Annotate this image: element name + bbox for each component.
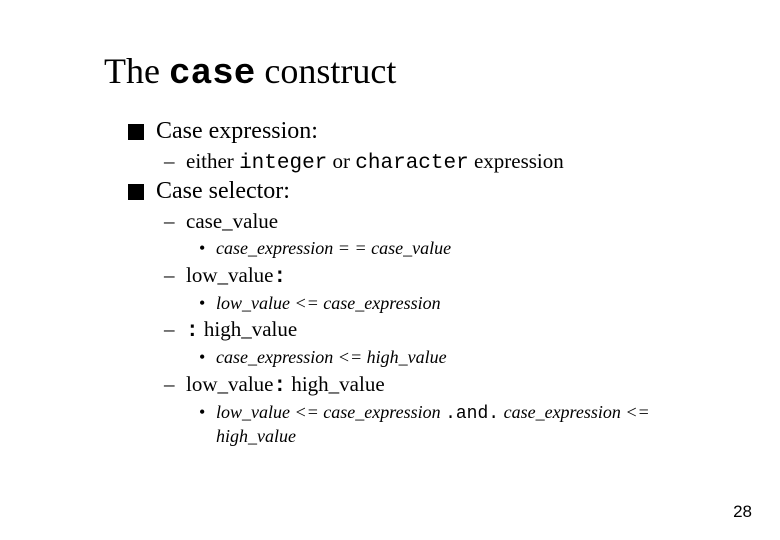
l2-range-high: high_value bbox=[286, 372, 385, 396]
level2-list-low: low_value: bbox=[164, 263, 780, 289]
slide: The case construct Case expression: eith… bbox=[0, 0, 780, 540]
l2-range-low: low_value bbox=[186, 372, 273, 396]
l2-either-kw1: integer bbox=[239, 152, 327, 175]
l3-low-expr: low_value <= case_expression bbox=[196, 292, 696, 315]
l2-high-colon: : bbox=[186, 320, 199, 343]
level1-list: Case expression: bbox=[128, 118, 780, 145]
l2-high-value: : high_value bbox=[164, 317, 780, 343]
l2-low-colon: : bbox=[273, 266, 286, 289]
l2-high-label: high_value bbox=[199, 317, 298, 341]
level1-list-2: Case selector: bbox=[128, 178, 780, 205]
level3-list-cv: case_expression = = case_value bbox=[196, 237, 780, 260]
level2-list-expression: either integer or character expression bbox=[164, 149, 780, 175]
level2-list-range: low_value: high_value bbox=[164, 372, 780, 398]
l2-low-label: low_value bbox=[186, 263, 273, 287]
l3-range: low_value <= case_expression .and. case_… bbox=[196, 401, 696, 448]
l2-range-colon: : bbox=[273, 375, 286, 398]
l3-case-value-eq: case_expression = = case_value bbox=[196, 237, 696, 260]
l2-either-kw2: character bbox=[355, 152, 468, 175]
title-pre: The bbox=[104, 51, 169, 91]
l2-either: either integer or character expression bbox=[164, 149, 780, 175]
l3-high-expr: case_expression <= high_value bbox=[196, 346, 696, 369]
l3-range-and: .and. bbox=[445, 404, 499, 424]
title-mono: case bbox=[169, 53, 255, 94]
level2-list-selector: case_value bbox=[164, 209, 780, 234]
l3-range-p1: low_value <= case_expression bbox=[216, 402, 445, 422]
l2-either-post: expression bbox=[469, 149, 564, 173]
l2-either-mid: or bbox=[327, 149, 355, 173]
l2-either-pre: either bbox=[186, 149, 239, 173]
l1-case-expression: Case expression: bbox=[128, 118, 780, 145]
level3-list-high: case_expression <= high_value bbox=[196, 346, 780, 369]
title-post: construct bbox=[255, 51, 396, 91]
l2-case-value: case_value bbox=[164, 209, 780, 234]
level3-list-range: low_value <= case_expression .and. case_… bbox=[196, 401, 780, 448]
l2-low-value: low_value: bbox=[164, 263, 780, 289]
l1-case-selector: Case selector: bbox=[128, 178, 780, 205]
level2-list-high: : high_value bbox=[164, 317, 780, 343]
slide-title: The case construct bbox=[104, 50, 780, 94]
page-number: 28 bbox=[733, 502, 752, 522]
level3-list-low: low_value <= case_expression bbox=[196, 292, 780, 315]
l2-range: low_value: high_value bbox=[164, 372, 780, 398]
